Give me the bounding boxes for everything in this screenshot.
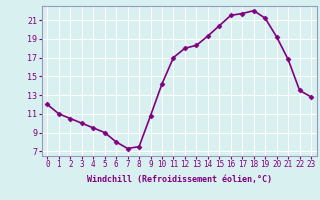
X-axis label: Windchill (Refroidissement éolien,°C): Windchill (Refroidissement éolien,°C) (87, 175, 272, 184)
